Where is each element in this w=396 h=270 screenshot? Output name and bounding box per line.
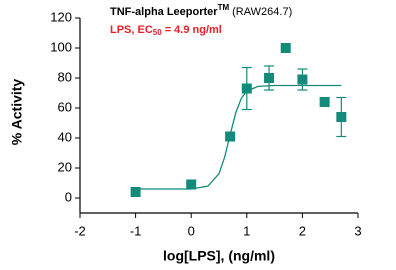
point (319, 97, 330, 107)
title-sup: TM (218, 3, 230, 12)
subtitle-suffix: = 4.9 ng/ml (165, 24, 222, 36)
subtitle-sub: 50 (153, 28, 162, 37)
chart-title: TNF-alpha LeeporterTM (RAW264.7) (110, 3, 292, 18)
point (297, 74, 308, 85)
x-tick-label: -1 (130, 223, 142, 238)
fit-curve (135, 84, 342, 190)
point (130, 187, 141, 197)
title-main: TNF-alpha Leeporter (110, 6, 218, 18)
point (186, 179, 197, 190)
y-tick-label: 0 (65, 189, 72, 204)
point (225, 131, 236, 142)
title-suffix: (RAW264.7) (232, 6, 292, 18)
x-tick-label: 0 (188, 223, 195, 238)
point (336, 112, 347, 122)
y-tick-label: 120 (50, 9, 72, 24)
y-tick-label: 20 (58, 159, 72, 174)
y-tick-label: 80 (58, 69, 72, 84)
point (264, 73, 275, 83)
y-tick-label: 100 (50, 39, 72, 54)
chart-subtitle: LPS, EC50 = 4.9 ng/ml (110, 24, 222, 37)
point (241, 83, 252, 94)
x-tick-label: -2 (74, 223, 86, 238)
y-tick-label: 40 (58, 129, 72, 144)
point (280, 43, 291, 53)
x-tick-label: 2 (299, 223, 306, 238)
x-tick-label: 1 (243, 223, 250, 238)
y-tick-label: 60 (58, 99, 72, 114)
y-axis-label: % Activity (9, 79, 25, 146)
subtitle-main: LPS, EC (110, 24, 153, 36)
x-axis-label: log[LPS], (ng/ml) (163, 248, 275, 264)
x-tick-label: 3 (354, 223, 361, 238)
